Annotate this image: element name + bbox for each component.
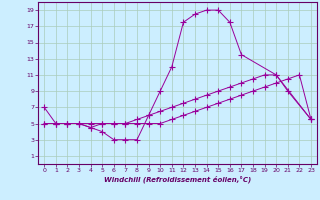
X-axis label: Windchill (Refroidissement éolien,°C): Windchill (Refroidissement éolien,°C) xyxy=(104,176,251,183)
